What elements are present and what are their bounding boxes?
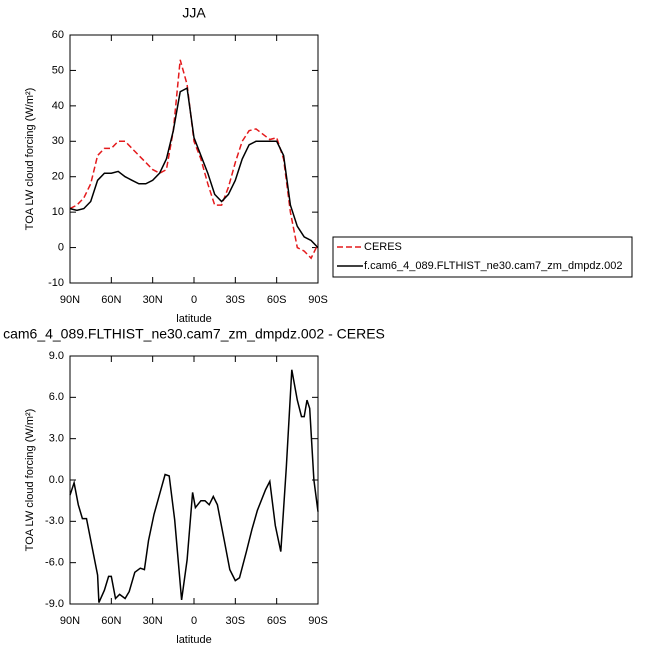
y-tick-label: 10 xyxy=(52,206,64,218)
x-tick-label: 30N xyxy=(143,615,163,627)
x-tick-label: 0 xyxy=(191,294,197,306)
data-line xyxy=(69,59,319,260)
y-tick-label: 0.0 xyxy=(49,474,64,486)
y-tick-label: 40 xyxy=(52,100,64,112)
plot-frame xyxy=(69,355,319,605)
chart-title: cam6_4_089.FLTHIST_ne30.cam7_zm_dmpdz.00… xyxy=(3,326,385,342)
x-tick-label: 90S xyxy=(308,294,328,306)
data-line xyxy=(69,86,319,249)
x-tick-label: 60S xyxy=(267,615,287,627)
y-tick-label: 60 xyxy=(52,29,64,41)
y-tick-label: 9.0 xyxy=(49,350,64,362)
chart-title: JJA xyxy=(182,5,206,21)
x-tick-label: 60N xyxy=(101,615,121,627)
x-tick-label: 90N xyxy=(60,294,80,306)
y-tick-label: 30 xyxy=(52,135,64,147)
x-tick-label: 30N xyxy=(143,294,163,306)
y-tick-label: 6.0 xyxy=(49,391,64,403)
plot-frame xyxy=(69,34,319,284)
y-axis-label: TOA LW cloud forcing (W/m²) xyxy=(24,409,36,552)
legend-label: CERES xyxy=(364,241,402,253)
y-tick-label: -3.0 xyxy=(45,515,64,527)
legend-label: f.cam6_4_089.FLTHIST_ne30.cam7_zm_dmpdz.… xyxy=(364,260,622,272)
y-tick-label: -9.0 xyxy=(45,598,64,610)
y-tick-label: 50 xyxy=(52,64,64,76)
x-tick-label: 0 xyxy=(191,615,197,627)
x-tick-label: 30S xyxy=(226,294,246,306)
x-axis-label: latitude xyxy=(176,634,211,646)
x-tick-label: 60N xyxy=(101,294,121,306)
y-tick-label: 20 xyxy=(52,171,64,183)
y-tick-label: -10 xyxy=(48,277,64,289)
y-tick-label: -6.0 xyxy=(45,557,64,569)
x-tick-label: 90N xyxy=(60,615,80,627)
x-tick-label: 30S xyxy=(226,615,246,627)
x-tick-label: 90S xyxy=(308,615,328,627)
y-axis-label: TOA LW cloud forcing (W/m²) xyxy=(24,88,36,231)
data-line xyxy=(69,369,319,603)
legend-box xyxy=(332,236,633,278)
x-tick-label: 60S xyxy=(267,294,287,306)
y-tick-label: 3.0 xyxy=(49,433,64,445)
x-axis-label: latitude xyxy=(176,313,211,325)
y-tick-label: 0 xyxy=(58,241,64,253)
